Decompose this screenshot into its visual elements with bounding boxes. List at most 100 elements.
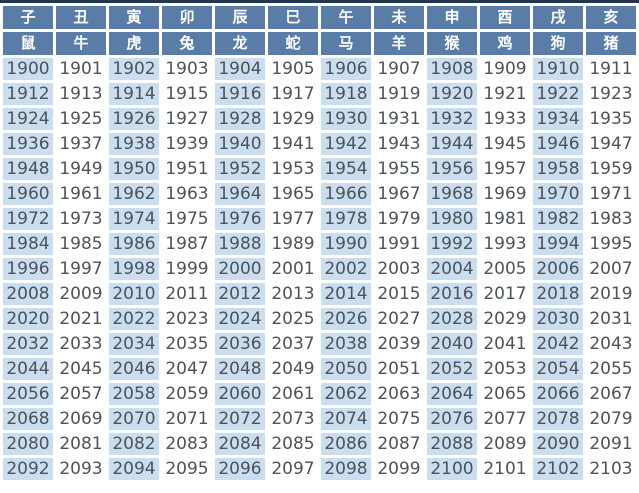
- table-row: 2092 2093 2094 2095 2096 2097 2098 2099 2100 2101…: [3, 458, 636, 480]
- year-cell: 1963: [162, 183, 212, 205]
- year-cell: 2043: [586, 333, 636, 355]
- year-cell: 2036: [215, 333, 265, 355]
- table-row: 1936 1937 1938 1939 1940 1941 1942 1943 1944 1945…: [3, 133, 636, 155]
- year-cell: 2059: [162, 383, 212, 405]
- year-cell: 2075: [374, 408, 424, 430]
- branch-header-cell: 卯: [162, 6, 212, 29]
- year-cell: 2089: [480, 433, 530, 455]
- year-cell: 1918: [321, 83, 371, 105]
- table-row: 2008 2009 2010 2011 2012 2013 2014 2015 2016 2017…: [3, 283, 636, 305]
- year-cell: 1931: [374, 108, 424, 130]
- year-cell: 2060: [215, 383, 265, 405]
- year-cell: 2052: [427, 358, 477, 380]
- year-cell: 2000: [215, 258, 265, 280]
- year-cell: 2099: [374, 458, 424, 480]
- year-cell: 1948: [3, 158, 53, 180]
- table-row: 2080 2081 2082 2083 2084 2085 2086 2087 2088 2089…: [3, 433, 636, 455]
- year-cell: 1945: [480, 133, 530, 155]
- year-cell: 2018: [533, 283, 583, 305]
- animal-header-cell: 蛇: [268, 32, 318, 55]
- year-cell: 2016: [427, 283, 477, 305]
- year-cell: 1977: [268, 208, 318, 230]
- table-row: 1912 1913 1914 1915 1916 1917 1918 1919 1920 1921…: [3, 83, 636, 105]
- year-cell: 2095: [162, 458, 212, 480]
- year-cell: 1998: [109, 258, 159, 280]
- year-cell: 2063: [374, 383, 424, 405]
- year-cell: 2090: [533, 433, 583, 455]
- year-cell: 1943: [374, 133, 424, 155]
- year-cell: 2031: [586, 308, 636, 330]
- year-cell: 2086: [321, 433, 371, 455]
- year-cell: 1936: [3, 133, 53, 155]
- year-cell: 1954: [321, 158, 371, 180]
- year-cell: 1962: [109, 183, 159, 205]
- year-cell: 2055: [586, 358, 636, 380]
- year-cell: 1993: [480, 233, 530, 255]
- year-cell: 1941: [268, 133, 318, 155]
- year-cell: 2074: [321, 408, 371, 430]
- year-cell: 1955: [374, 158, 424, 180]
- year-cell: 2097: [268, 458, 318, 480]
- year-cell: 1902: [109, 58, 159, 80]
- year-cell: 2029: [480, 308, 530, 330]
- year-cell: 2094: [109, 458, 159, 480]
- year-cell: 2070: [109, 408, 159, 430]
- animal-header-cell: 马: [321, 32, 371, 55]
- year-cell: 1970: [533, 183, 583, 205]
- year-cell: 1942: [321, 133, 371, 155]
- year-cell: 1953: [268, 158, 318, 180]
- year-cell: 1965: [268, 183, 318, 205]
- year-cell: 1967: [374, 183, 424, 205]
- branch-header-cell: 申: [427, 6, 477, 29]
- year-cell: 2003: [374, 258, 424, 280]
- zodiac-table-header: 子丑寅卯辰巳午未申酉戌亥鼠牛虎兔龙蛇马羊猴鸡狗猪: [3, 6, 636, 55]
- table-row: 2020 2021 2022 2023 2024 2025 2026 2027 2028 2029…: [3, 308, 636, 330]
- year-cell: 1999: [162, 258, 212, 280]
- year-cell: 1978: [321, 208, 371, 230]
- animal-header-cell: 鸡: [480, 32, 530, 55]
- year-cell: 1974: [109, 208, 159, 230]
- year-cell: 1990: [321, 233, 371, 255]
- year-cell: 1972: [3, 208, 53, 230]
- year-cell: 2092: [3, 458, 53, 480]
- year-cell: 2020: [3, 308, 53, 330]
- year-cell: 2048: [215, 358, 265, 380]
- branch-header-cell-row: 子丑寅卯辰巳午未申酉戌亥: [3, 6, 636, 29]
- year-cell: 1957: [480, 158, 530, 180]
- animal-header-cell-row: 鼠牛虎兔龙蛇马羊猴鸡狗猪: [3, 32, 636, 55]
- year-cell: 2017: [480, 283, 530, 305]
- year-cell: 2072: [215, 408, 265, 430]
- year-cell: 1979: [374, 208, 424, 230]
- year-cell: 1900: [3, 58, 53, 80]
- animal-header-cell: 羊: [374, 32, 424, 55]
- table-row: 1996 1997 1998 1999 2000 2001 2002 2003 2004 2005…: [3, 258, 636, 280]
- animal-header-cell: 猪: [586, 32, 636, 55]
- branch-header-cell: 子: [3, 6, 53, 29]
- year-cell: 2012: [215, 283, 265, 305]
- year-cell: 1988: [215, 233, 265, 255]
- year-cell: 1973: [56, 208, 106, 230]
- year-cell: 2010: [109, 283, 159, 305]
- year-cell: 1909: [480, 58, 530, 80]
- table-row: 2044 2045 2046 2047 2048 2049 2050 2051 2052 2053…: [3, 358, 636, 380]
- year-cell: 2078: [533, 408, 583, 430]
- year-cell: 1925: [56, 108, 106, 130]
- year-cell: 2073: [268, 408, 318, 430]
- year-cell: 2093: [56, 458, 106, 480]
- year-cell: 2069: [56, 408, 106, 430]
- year-cell: 2037: [268, 333, 318, 355]
- year-cell: 1938: [109, 133, 159, 155]
- year-cell: 2061: [268, 383, 318, 405]
- year-cell: 2056: [3, 383, 53, 405]
- year-cell: 1966: [321, 183, 371, 205]
- year-cell: 2030: [533, 308, 583, 330]
- zodiac-table-body: 1900 1901 1902 1903 1904 1905 1906 1907 1908 1909…: [3, 58, 636, 480]
- year-cell: 2042: [533, 333, 583, 355]
- year-cell: 2044: [3, 358, 53, 380]
- year-cell: 2045: [56, 358, 106, 380]
- year-cell: 2100: [427, 458, 477, 480]
- year-cell: 2026: [321, 308, 371, 330]
- branch-header-cell: 戌: [533, 6, 583, 29]
- year-cell: 2034: [109, 333, 159, 355]
- year-cell: 1937: [56, 133, 106, 155]
